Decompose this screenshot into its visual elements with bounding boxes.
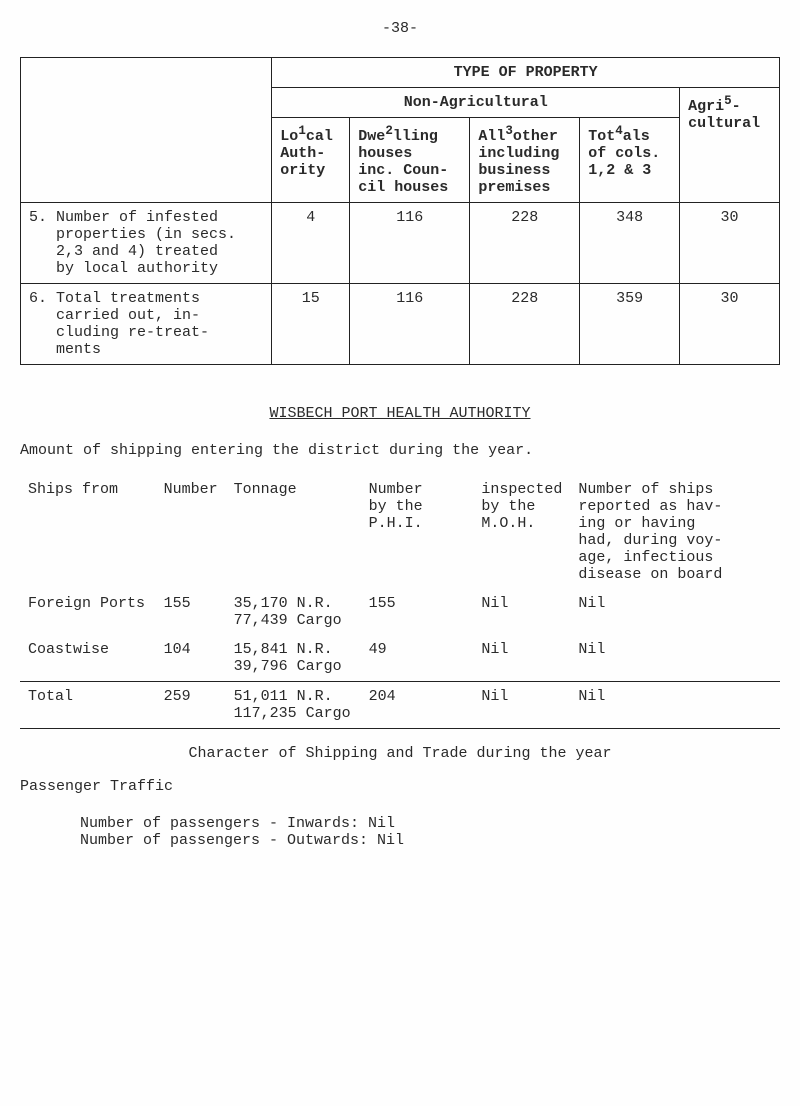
cell: 30	[680, 203, 780, 284]
cell: 15	[272, 284, 350, 365]
col4-sup: 4	[615, 124, 623, 138]
cell: 4	[272, 203, 350, 284]
col5-sup: 5	[724, 94, 732, 108]
col-header: Number	[156, 475, 226, 589]
col5-header: Agri5-cultural	[680, 88, 780, 203]
paragraph: Character of Shipping and Trade during t…	[20, 745, 780, 762]
cell: Foreign Ports	[20, 589, 156, 635]
cell: 228	[470, 284, 580, 365]
cell: 51,011 N.R.117,235 Cargo	[226, 682, 361, 729]
cell: Total	[20, 682, 156, 729]
table-row: 6. Total treatments carried out, in- clu…	[21, 284, 780, 365]
cell: 155	[361, 589, 474, 635]
paragraph: Passenger Traffic	[20, 778, 780, 795]
total-row: Total 259 51,011 N.R.117,235 Cargo 204 N…	[20, 682, 780, 729]
tonnage-nr: 51,011 N.R.	[234, 688, 333, 705]
cell: 155	[156, 589, 226, 635]
col-header: Number of shipsreported as hav-ing or ha…	[570, 475, 780, 589]
cell: Nil	[570, 635, 780, 682]
section-title: WISBECH PORT HEALTH AUTHORITY	[20, 405, 780, 422]
col2-header: Dwe2llinghousesinc. Coun-cil houses	[350, 118, 470, 203]
paragraph: Amount of shipping entering the district…	[20, 442, 780, 459]
line: Number of passengers - Outwards: Nil	[80, 832, 780, 849]
passenger-lines: Number of passengers - Inwards: Nil Numb…	[80, 815, 780, 849]
tonnage-nr: 35,170 N.R.	[234, 595, 333, 612]
cell: Nil	[570, 682, 780, 729]
property-table: TYPE OF PROPERTY Non-Agricultural Agri5-…	[20, 57, 780, 365]
blank-header	[21, 58, 272, 203]
cell: 116	[350, 284, 470, 365]
tonnage-cargo: 77,439 Cargo	[234, 612, 342, 629]
table-row: Foreign Ports 155 35,170 N.R.77,439 Carg…	[20, 589, 780, 635]
cell: 359	[580, 284, 680, 365]
sub-header: Non-Agricultural	[272, 88, 680, 118]
table-row: Coastwise 104 15,841 N.R.39,796 Cargo 49…	[20, 635, 780, 682]
col-header: inspectedby theM.O.H.	[473, 475, 570, 589]
col3-header: All3otherincludingbusinesspremises	[470, 118, 580, 203]
cell: 35,170 N.R.77,439 Cargo	[226, 589, 361, 635]
tonnage-cargo: 117,235 Cargo	[234, 705, 351, 722]
page-number: -38-	[20, 20, 780, 37]
col3-sup: 3	[505, 124, 513, 138]
cell: Nil	[570, 589, 780, 635]
cell: Nil	[473, 635, 570, 682]
cell: 348	[580, 203, 680, 284]
cell: 15,841 N.R.39,796 Cargo	[226, 635, 361, 682]
cell: 30	[680, 284, 780, 365]
row-label: 5. Number of infested properties (in sec…	[21, 203, 272, 284]
cell: 104	[156, 635, 226, 682]
cell: 49	[361, 635, 474, 682]
cell: Nil	[473, 682, 570, 729]
col-header: Ships from	[20, 475, 156, 589]
col-header: Tonnage	[226, 475, 361, 589]
cell: 116	[350, 203, 470, 284]
cell: 228	[470, 203, 580, 284]
super-header: TYPE OF PROPERTY	[272, 58, 780, 88]
table-row: 5. Number of infested properties (in sec…	[21, 203, 780, 284]
cell: Nil	[473, 589, 570, 635]
col4-header: Tot4alsof cols.1,2 & 3	[580, 118, 680, 203]
cell: Coastwise	[20, 635, 156, 682]
shipping-table: Ships from Number Tonnage Numberby theP.…	[20, 475, 780, 729]
tonnage-nr: 15,841 N.R.	[234, 641, 333, 658]
tonnage-cargo: 39,796 Cargo	[234, 658, 342, 675]
row-label: 6. Total treatments carried out, in- clu…	[21, 284, 272, 365]
cell: 204	[361, 682, 474, 729]
cell: 259	[156, 682, 226, 729]
col1-header: Lo1calAuth-ority	[272, 118, 350, 203]
col1-sup: 1	[298, 124, 306, 138]
col-header: Numberby theP.H.I.	[361, 475, 474, 589]
col2-sup: 2	[385, 124, 393, 138]
line: Number of passengers - Inwards: Nil	[80, 815, 780, 832]
